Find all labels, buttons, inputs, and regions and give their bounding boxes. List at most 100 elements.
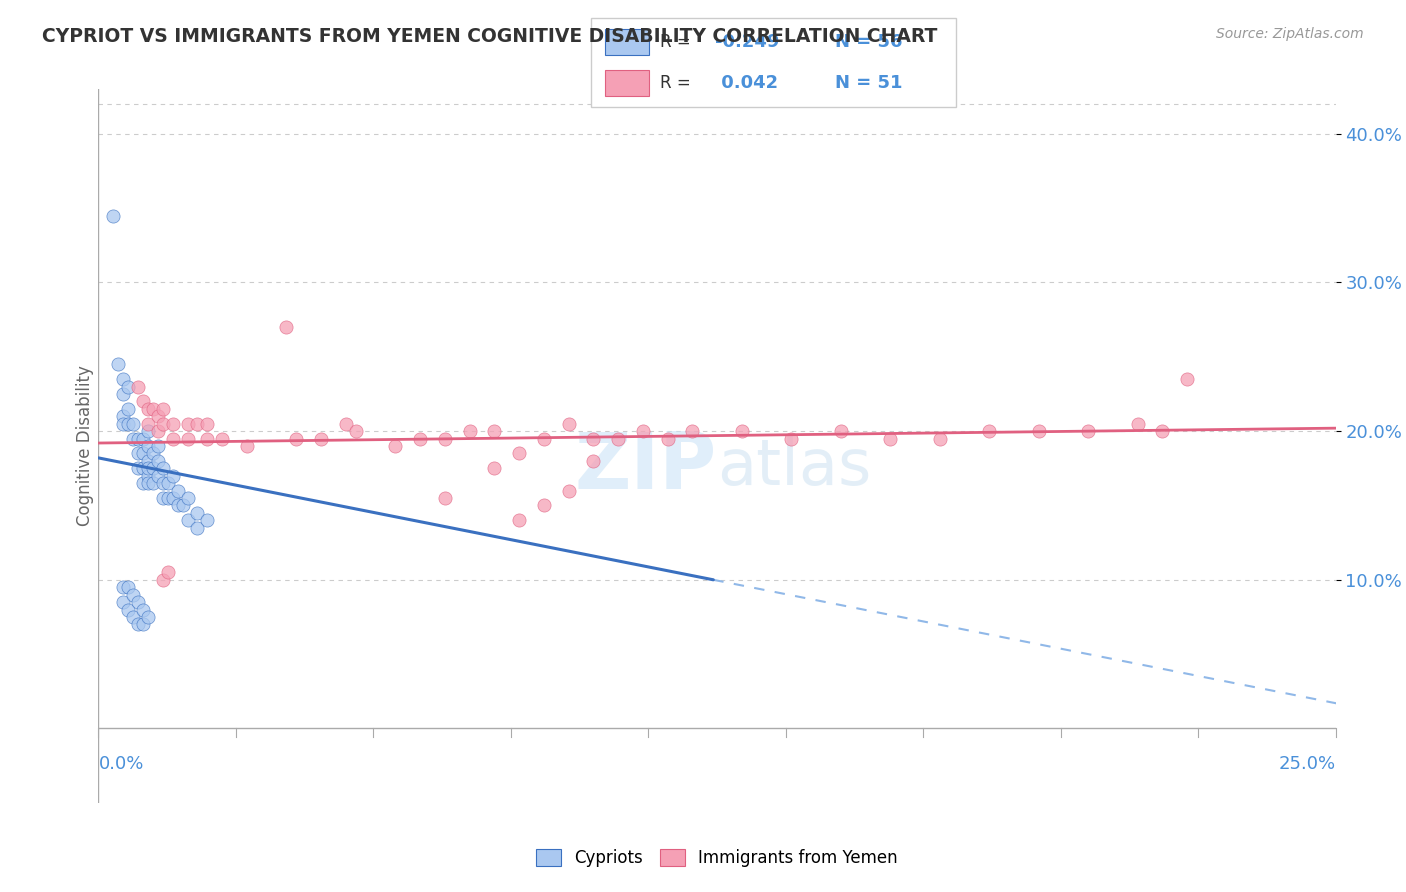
Point	[112, 387, 135, 401]
Point	[152, 573, 174, 587]
Point	[152, 491, 174, 505]
Point	[384, 439, 406, 453]
Point	[979, 424, 1001, 438]
Text: ZIP: ZIP	[575, 429, 717, 506]
Point	[195, 417, 218, 431]
Point	[132, 602, 155, 616]
Point	[176, 491, 198, 505]
Point	[146, 454, 169, 468]
Text: 25.0%: 25.0%	[1278, 756, 1336, 773]
Point	[276, 320, 298, 334]
Point	[1077, 424, 1099, 438]
Point	[136, 468, 159, 483]
Point	[172, 499, 194, 513]
Text: -0.249: -0.249	[714, 33, 779, 51]
Point	[731, 424, 754, 438]
Text: R =: R =	[659, 74, 696, 92]
FancyBboxPatch shape	[591, 18, 956, 107]
Point	[146, 409, 169, 424]
Point	[335, 417, 357, 431]
Point	[122, 432, 145, 446]
Point	[122, 588, 145, 602]
Point	[117, 580, 139, 594]
Point	[112, 372, 135, 386]
Point	[136, 424, 159, 438]
Point	[127, 617, 149, 632]
Point	[132, 394, 155, 409]
Point	[112, 417, 135, 431]
Point	[127, 446, 149, 460]
Point	[508, 513, 530, 527]
Point	[152, 401, 174, 416]
Point	[142, 476, 165, 491]
Point	[117, 379, 139, 393]
Point	[162, 432, 184, 446]
Point	[344, 424, 367, 438]
Point	[152, 461, 174, 475]
Bar	[605, 29, 650, 55]
Point	[582, 454, 605, 468]
Point	[142, 401, 165, 416]
Point	[122, 610, 145, 624]
Point	[236, 439, 259, 453]
Point	[152, 476, 174, 491]
Point	[112, 580, 135, 594]
Point	[533, 432, 555, 446]
Point	[103, 209, 125, 223]
Point	[176, 432, 198, 446]
Point	[142, 446, 165, 460]
Point	[557, 417, 579, 431]
Point	[484, 461, 506, 475]
Bar	[605, 70, 650, 96]
Point	[112, 595, 135, 609]
Point	[176, 417, 198, 431]
Text: N = 51: N = 51	[835, 74, 903, 92]
Text: CYPRIOT VS IMMIGRANTS FROM YEMEN COGNITIVE DISABILITY CORRELATION CHART: CYPRIOT VS IMMIGRANTS FROM YEMEN COGNITI…	[42, 27, 938, 45]
Text: 0.042: 0.042	[714, 74, 778, 92]
Point	[156, 566, 179, 580]
Point	[433, 491, 456, 505]
Point	[136, 476, 159, 491]
Point	[107, 357, 129, 371]
Point	[122, 417, 145, 431]
Text: atlas: atlas	[717, 436, 872, 499]
Point	[631, 424, 654, 438]
Point	[132, 446, 155, 460]
Point	[657, 432, 679, 446]
Point	[127, 461, 149, 475]
Text: Source: ZipAtlas.com: Source: ZipAtlas.com	[1216, 27, 1364, 41]
Point	[195, 432, 218, 446]
Point	[458, 424, 481, 438]
Point	[1175, 372, 1198, 386]
Point	[146, 424, 169, 438]
Point	[136, 439, 159, 453]
Point	[166, 483, 188, 498]
Point	[309, 432, 332, 446]
Point	[195, 513, 218, 527]
Point	[112, 409, 135, 424]
Legend: Cypriots, Immigrants from Yemen: Cypriots, Immigrants from Yemen	[530, 843, 904, 874]
Point	[484, 424, 506, 438]
Point	[433, 432, 456, 446]
Point	[127, 432, 149, 446]
Point	[132, 476, 155, 491]
Point	[928, 432, 950, 446]
Point	[879, 432, 901, 446]
Point	[607, 432, 630, 446]
Point	[117, 602, 139, 616]
Point	[156, 476, 179, 491]
Point	[156, 491, 179, 505]
Point	[132, 461, 155, 475]
Point	[830, 424, 852, 438]
Point	[146, 439, 169, 453]
Point	[186, 506, 208, 520]
Point	[162, 468, 184, 483]
Point	[557, 483, 579, 498]
Point	[211, 432, 233, 446]
Point	[146, 468, 169, 483]
Point	[132, 432, 155, 446]
Point	[166, 499, 188, 513]
Point	[136, 454, 159, 468]
Point	[780, 432, 803, 446]
Point	[1028, 424, 1050, 438]
